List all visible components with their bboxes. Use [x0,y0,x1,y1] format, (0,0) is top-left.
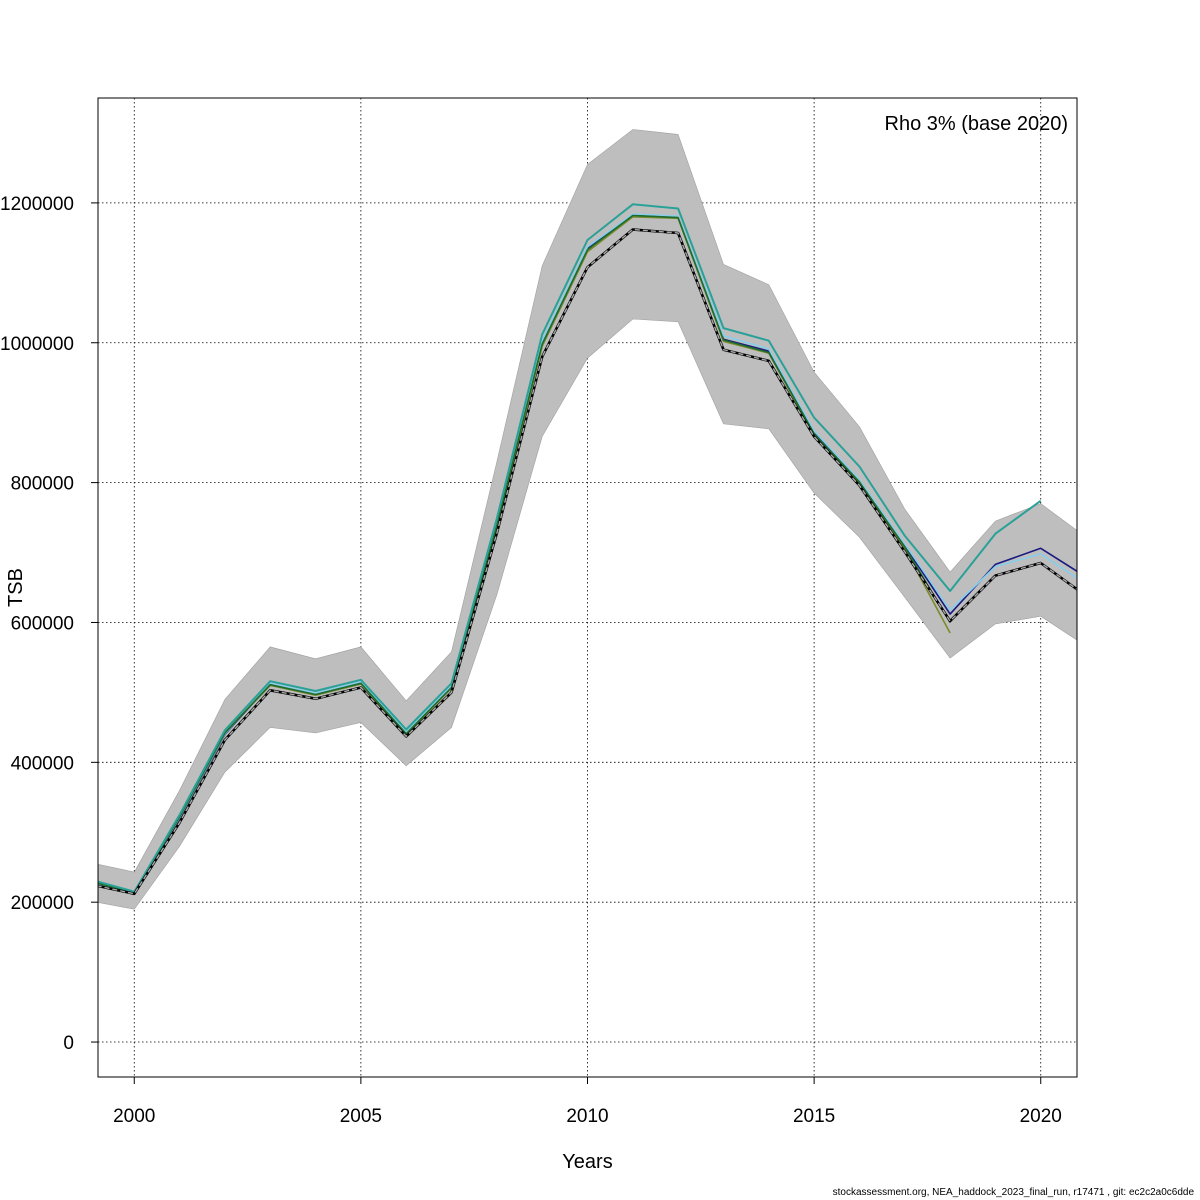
footer-credit: stockassessment.org, NEA_haddock_2023_fi… [832,1187,1194,1198]
x-axis-title: Years [562,1151,612,1173]
y-tick-label: 0 [63,1033,74,1054]
y-tick-label: 1000000 [0,334,74,355]
y-tick-label: 1200000 [0,194,74,215]
series-line-7 [98,228,1077,895]
series-line-4 [98,214,951,894]
series-line-5 [98,203,1042,893]
confidence-band [98,129,1077,910]
y-axis: 0 200000 400000 600000 800000 1000000 1200000 [0,194,98,1054]
series-lines-layer [98,203,1077,896]
y-tick-label: 200000 [11,893,74,914]
y-tick-label: 400000 [11,753,74,774]
rho-annotation: Rho 3% (base 2020) [885,113,1068,135]
x-tick-label: 2005 [340,1106,382,1127]
series-line-3 [98,216,951,894]
y-axis-title: TSB [5,568,27,607]
x-tick-label: 2010 [566,1106,608,1127]
x-tick-label: 2015 [793,1106,835,1127]
y-tick-label: 600000 [11,613,74,634]
y-tick-label: 800000 [11,474,74,495]
x-tick-label: 2000 [113,1106,155,1127]
x-axis: 2000 2005 2010 2015 2020 [113,1077,1062,1127]
confidence-band-layer [98,129,1077,910]
x-tick-label: 2020 [1020,1106,1062,1127]
